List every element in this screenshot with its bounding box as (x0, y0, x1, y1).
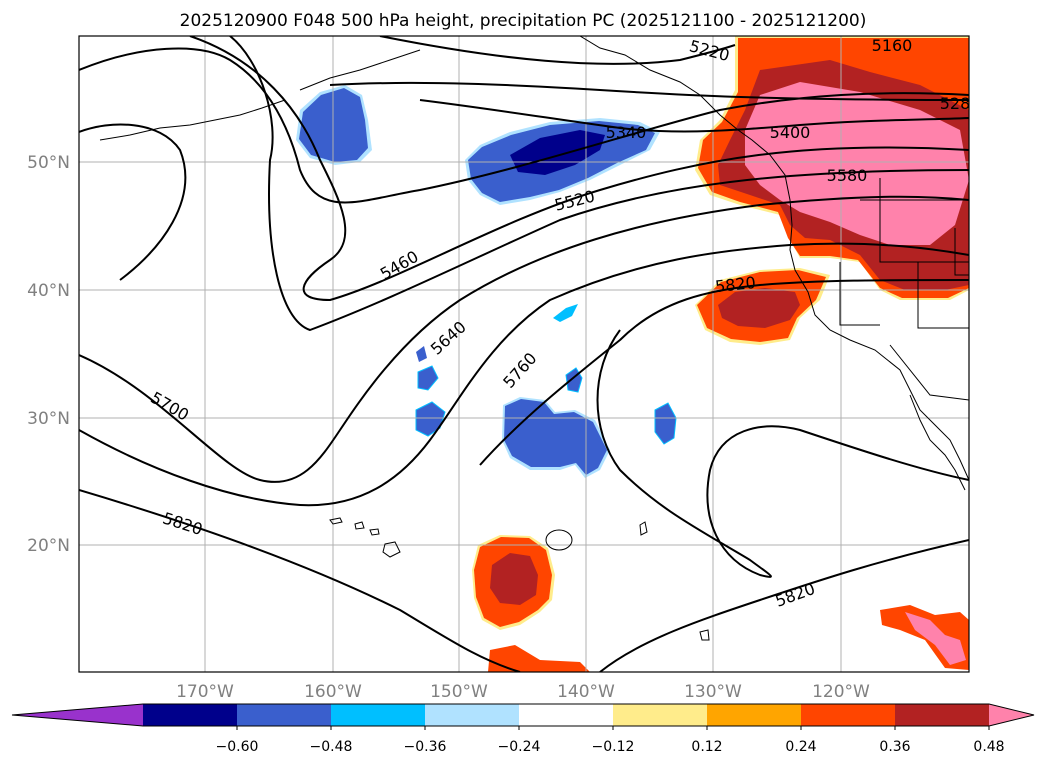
colorbar-tick-label: −0.60 (216, 739, 259, 755)
lon-label-120w: 120°W (812, 682, 870, 702)
precip-positive-california-offshore (695, 268, 830, 345)
colorbar-tick-label: 0.48 (973, 739, 1004, 755)
colorbar-box (801, 704, 896, 726)
lon-label-160w: 160°W (304, 682, 362, 702)
colorbar-tick-label: −0.48 (310, 739, 353, 755)
colorbar-labels: −0.60 −0.48 −0.36 −0.24 −0.12 0.12 0.24 0.36 0.4… (216, 739, 1005, 755)
height-contours (79, 36, 969, 672)
colorbar-box (143, 704, 238, 726)
lat-label-30n: 30°N (27, 409, 70, 429)
contour-label-5340: 5340 (606, 123, 647, 142)
colorbar-box (425, 704, 520, 726)
colorbar-tick-label: 0.24 (785, 739, 816, 755)
longitude-labels: 170°W 160°W 150°W 140°W 130°W 120°W (176, 682, 870, 702)
colorbar-box (237, 704, 332, 726)
colorbar-extend-low (12, 704, 143, 726)
precip-positive-northeast (695, 36, 969, 300)
lat-label-40n: 40°N (27, 281, 70, 301)
contour-label-5580: 5580 (827, 166, 868, 185)
coastlines (99, 36, 969, 491)
colorbar-box (707, 704, 802, 726)
lat-label-20n: 20°N (27, 536, 70, 556)
contour-label-528: 528 (940, 94, 971, 113)
lon-label-170w: 170°W (176, 682, 234, 702)
colorbar-tick-label: −0.12 (592, 739, 635, 755)
colorbar-tick-label: −0.24 (498, 739, 541, 755)
colorbar (11, 703, 1035, 730)
contour-label-5820-east: 5820 (714, 273, 756, 296)
contour-label-5160: 5160 (872, 36, 913, 55)
colorbar-tick-label: −0.36 (404, 739, 447, 755)
colorbar-box (519, 704, 614, 726)
contour-label-5400: 5400 (770, 123, 811, 142)
islands (329, 517, 710, 641)
gridlines (79, 36, 969, 672)
lon-label-130w: 130°W (684, 682, 742, 702)
colorbar-tick-label: 0.36 (879, 739, 910, 755)
precip-positive-subtropical (472, 535, 969, 672)
lat-label-50n: 50°N (27, 153, 70, 173)
colorbar-box (331, 704, 426, 726)
colorbar-tick-label: 0.12 (691, 739, 722, 755)
colorbar-outline (11, 703, 1035, 727)
map-area: 5160 5220 528 5340 5400 5520 5580 5460 5… (78, 35, 971, 673)
lon-label-150w: 150°W (430, 682, 488, 702)
map-content: 5160 5220 528 5340 5400 5520 5580 5460 5… (79, 36, 971, 672)
lon-label-140w: 140°W (557, 682, 615, 702)
plot-title: 2025120900 F048 500 hPa height, precipit… (180, 11, 867, 31)
colorbar-box (895, 704, 990, 726)
colorbar-extend-high (989, 704, 1034, 726)
colorbar-box (613, 704, 708, 726)
latitude-labels: 50°N 40°N 30°N 20°N (27, 153, 70, 556)
map-frame (78, 35, 970, 673)
